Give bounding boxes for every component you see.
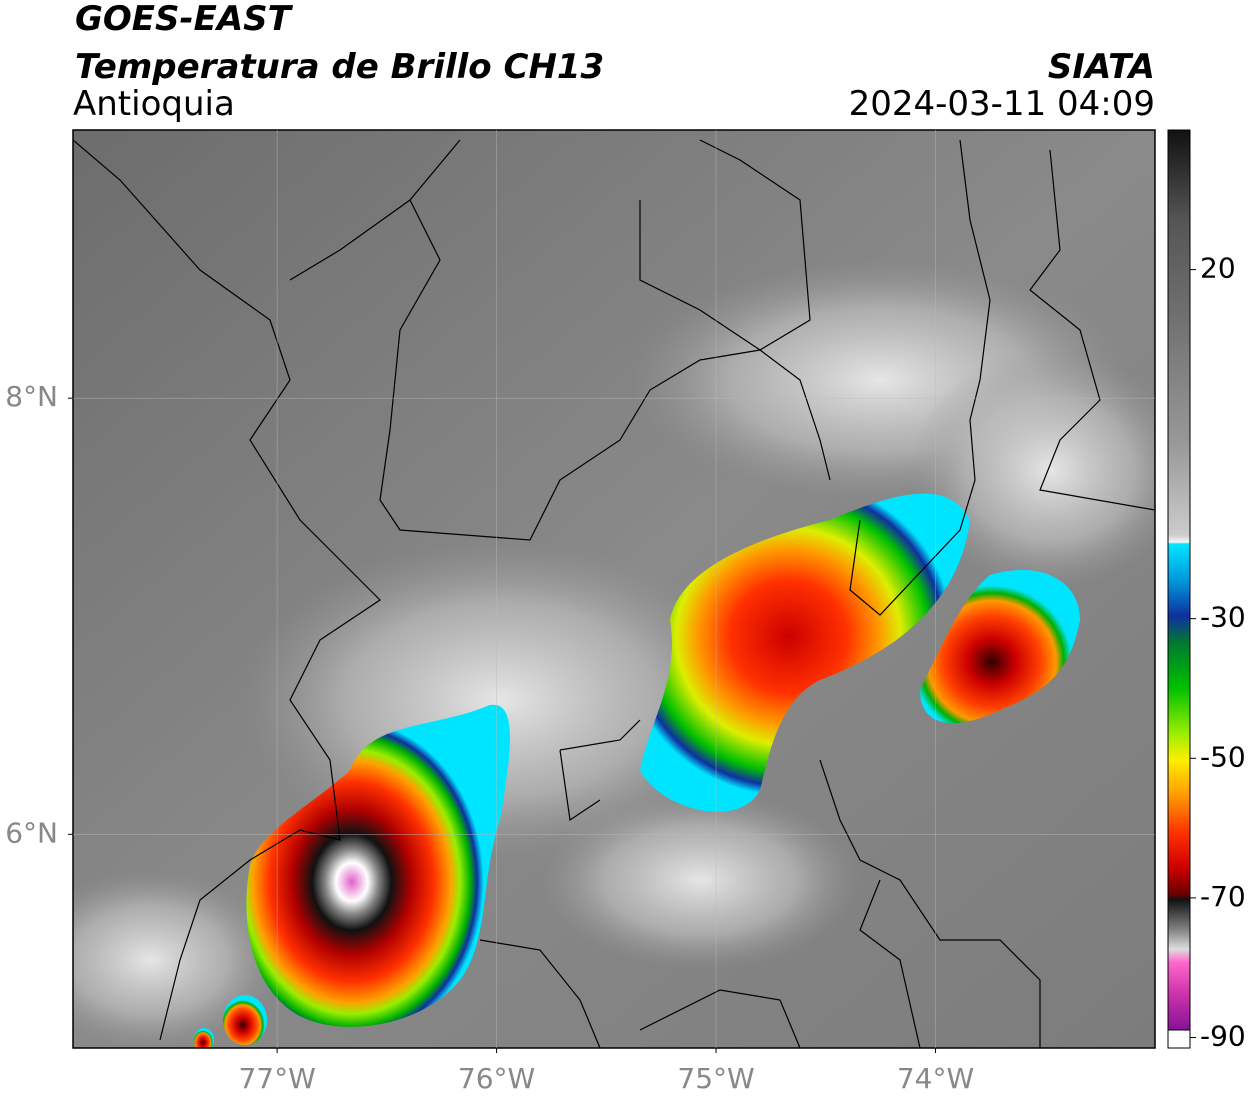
border <box>73 139 381 1041</box>
border <box>479 879 921 1048</box>
source: SIATA <box>1048 47 1155 87</box>
colorbar-tick-label: -50 <box>1200 740 1246 773</box>
border <box>559 719 1041 1048</box>
storm-cell <box>920 570 1080 724</box>
colorbar-frame <box>1167 129 1191 1049</box>
colorbar-tick-label: -70 <box>1200 880 1246 913</box>
storm-cell <box>194 1028 214 1048</box>
colorbar-tick-label: -90 <box>1200 1020 1246 1053</box>
border <box>849 139 991 616</box>
storm-cell <box>640 493 970 812</box>
lat-tick-label: 6°N <box>5 816 58 849</box>
storm-cell <box>246 704 511 1027</box>
colorbar-ramp <box>1168 130 1190 1030</box>
datetime: 2024-03-11 04:09 <box>849 84 1155 124</box>
cloud <box>540 790 860 970</box>
colorbar-tick-label: -30 <box>1200 601 1246 634</box>
colorbar-extension <box>1167 1029 1191 1049</box>
border <box>639 200 831 481</box>
lon-tick-label: 76°W <box>458 1062 535 1095</box>
lat-tick-label: 8°N <box>5 380 58 413</box>
colorbar-tick-label: 20 <box>1200 252 1236 285</box>
map <box>73 130 1155 1048</box>
coastline <box>289 139 461 281</box>
title: GOES-EAST <box>75 0 294 39</box>
lon-tick-label: 74°W <box>897 1062 974 1095</box>
region: Antioquia <box>73 84 235 124</box>
lon-tick-label: 75°W <box>677 1062 754 1095</box>
storm-cell <box>223 995 267 1045</box>
cloud <box>910 350 1155 590</box>
cloud <box>73 870 280 1048</box>
map-frame <box>72 129 1156 1049</box>
subtitle: Temperatura de Brillo CH13 <box>75 47 604 87</box>
border <box>379 139 811 541</box>
lon-tick-label: 77°W <box>238 1062 315 1095</box>
border <box>1029 149 1155 511</box>
